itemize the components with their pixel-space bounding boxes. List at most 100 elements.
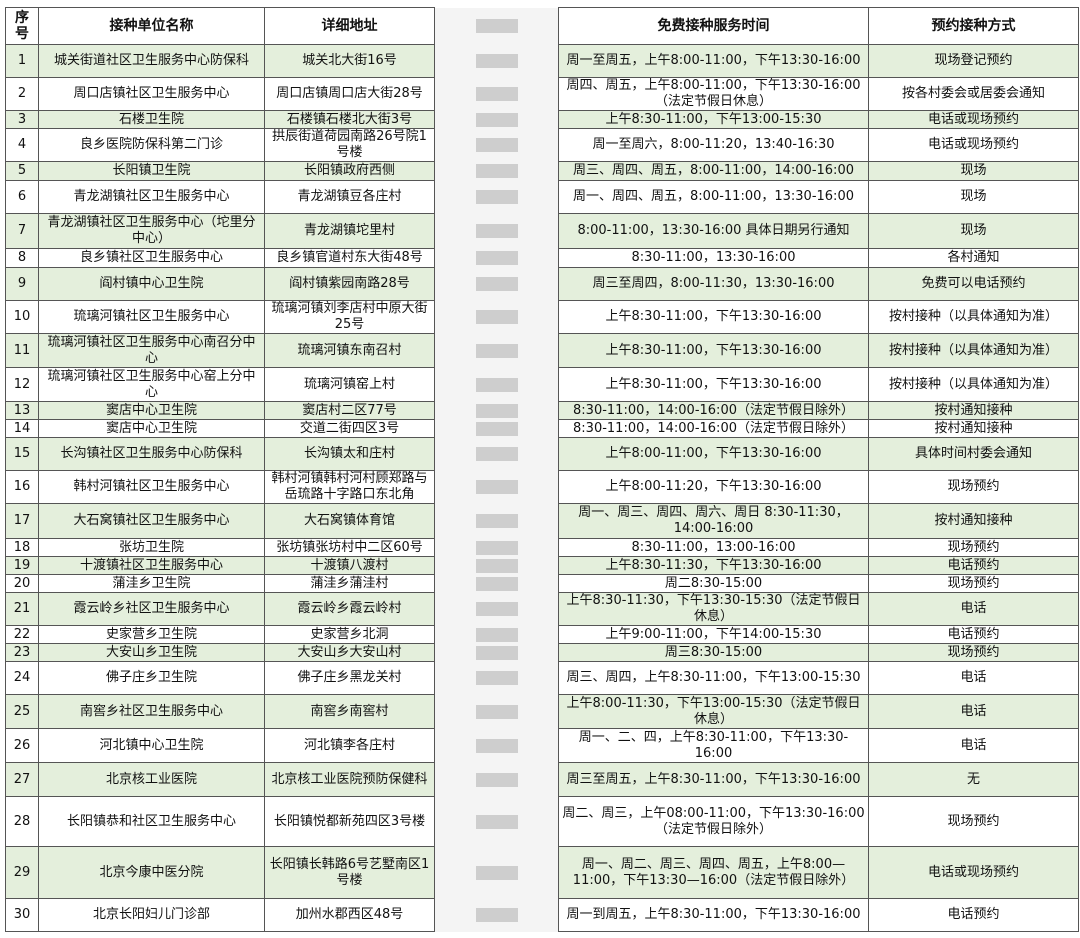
unit-name: 北京核工业医院 — [38, 762, 265, 797]
service-time: 周一至周五，上午8:00-11:00，下午13:30-16:00 — [558, 44, 869, 78]
table-row: 5 长阳镇卫生院 长阳镇政府西侧 周三、周四、周五，8:00-11:00，14:00-… — [5, 161, 1079, 181]
service-time: 周三8:30-15:00 — [558, 643, 869, 662]
phone-blurred — [434, 846, 559, 899]
unit-name: 青龙湖镇社区卫生服务中心（坨里分中心） — [38, 213, 265, 249]
phone-blurred — [434, 556, 559, 575]
table-row: 13 窦店中心卫生院 窦店村二区77号 8:30-11:00，14:00-16:00（… — [5, 401, 1079, 420]
unit-name: 韩村河镇社区卫生服务中心 — [38, 470, 265, 504]
unit-name: 大石窝镇社区卫生服务中心 — [38, 503, 265, 539]
address: 拱辰街道荷园南路26号院1号楼 — [264, 128, 435, 162]
service-time: 周三至周五，上午8:30-11:00，下午13:30-16:00 — [558, 762, 869, 797]
row-index: 16 — [5, 470, 39, 504]
table-row: 21 霞云岭乡社区卫生服务中心 霞云岭乡霞云岭村 上午8:30-11:30，下午13:… — [5, 592, 1079, 626]
phone-blurred — [434, 574, 559, 593]
booking-method: 现场预约 — [868, 643, 1079, 662]
phone-blurred — [434, 592, 559, 626]
row-index: 2 — [5, 77, 39, 111]
service-time: 周一到周五，上午8:30-11:00，下午13:30-16:00 — [558, 898, 869, 932]
unit-name: 长阳镇卫生院 — [38, 161, 265, 181]
address: 霞云岭乡霞云岭村 — [264, 592, 435, 626]
phone-blurred — [434, 401, 559, 420]
booking-method: 按村通知接种 — [868, 401, 1079, 420]
unit-name: 十渡镇社区卫生服务中心 — [38, 556, 265, 575]
table-row: 26 河北镇中心卫生院 河北镇李各庄村 周一、二、四，上午8:30-11:00，下午1… — [5, 728, 1079, 763]
booking-method: 现场预约 — [868, 574, 1079, 593]
row-index: 26 — [5, 728, 39, 763]
row-index: 11 — [5, 333, 39, 368]
address: 长沟镇太和庄村 — [264, 437, 435, 471]
address: 青龙湖镇豆各庄村 — [264, 180, 435, 214]
phone-blurred — [434, 333, 559, 368]
phone-blurred — [434, 661, 559, 695]
header-unit-name: 接种单位名称 — [38, 7, 265, 45]
service-time: 上午8:30-11:00，下午13:30-16:00 — [558, 300, 869, 334]
unit-name: 大安山乡卫生院 — [38, 643, 265, 662]
unit-name: 北京今康中医分院 — [38, 846, 265, 899]
phone-blurred — [434, 161, 559, 181]
table-row: 19 十渡镇社区卫生服务中心 十渡镇八渡村 上午8:30-11:30，下午13:30-… — [5, 556, 1079, 575]
table-row: 28 长阳镇恭和社区卫生服务中心 长阳镇悦都新苑四区3号楼 周二、周三，上午08:00… — [5, 796, 1079, 847]
booking-method: 按各村委会或居委会通知 — [868, 77, 1079, 111]
table-row: 3 石楼卫生院 石楼镇石楼北大街3号 上午8:30-11:00，下午13:00-15:… — [5, 110, 1079, 129]
address: 大石窝镇体育馆 — [264, 503, 435, 539]
unit-name: 窦店中心卫生院 — [38, 419, 265, 438]
address: 大安山乡大安山村 — [264, 643, 435, 662]
address: 良乡镇官道村东大街48号 — [264, 248, 435, 268]
address: 南窖乡南窖村 — [264, 694, 435, 729]
service-time: 周二、周三，上午08:00-11:00，下午13:30-16:00（法定节假日除… — [558, 796, 869, 847]
table-row: 15 长沟镇社区卫生服务中心防保科 长沟镇太和庄村 上午8:00-11:00，下午13… — [5, 437, 1079, 471]
unit-name: 良乡医院防保科第二门诊 — [38, 128, 265, 162]
booking-method: 现场预约 — [868, 538, 1079, 557]
address: 石楼镇石楼北大街3号 — [264, 110, 435, 129]
unit-name: 南窖乡社区卫生服务中心 — [38, 694, 265, 729]
address: 韩村河镇韩村河村顾郑路与岳琉路十字路口东北角 — [264, 470, 435, 504]
unit-name: 窦店中心卫生院 — [38, 401, 265, 420]
header-address: 详细地址 — [264, 7, 435, 45]
address: 蒲洼乡蒲洼村 — [264, 574, 435, 593]
table-row: 18 张坊卫生院 张坊镇张坊村中二区60号 8:30-11:00，13:00-16:0… — [5, 538, 1079, 557]
table-row: 8 良乡镇社区卫生服务中心 良乡镇官道村东大街48号 8:30-11:00，13:30… — [5, 248, 1079, 268]
table-row: 1 城关街道社区卫生服务中心防保科 城关北大街16号 周一至周五，上午8:00-11:… — [5, 44, 1079, 78]
booking-method: 现场登记预约 — [868, 44, 1079, 78]
address: 青龙湖镇坨里村 — [264, 213, 435, 249]
table-row: 17 大石窝镇社区卫生服务中心 大石窝镇体育馆 周一、周三、周四、周六、周日 8:30… — [5, 503, 1079, 539]
booking-method: 无 — [868, 762, 1079, 797]
unit-name: 霞云岭乡社区卫生服务中心 — [38, 592, 265, 626]
unit-name: 长沟镇社区卫生服务中心防保科 — [38, 437, 265, 471]
service-time: 上午8:00-11:30，下午13:00-15:30（法定节假日休息） — [558, 694, 869, 729]
table-row: 6 青龙湖镇社区卫生服务中心 青龙湖镇豆各庄村 周一、周四、周五，8:00-11:00… — [5, 180, 1079, 214]
table-row: 9 阎村镇中心卫生院 阎村镇紫园南路28号 周三至周四，8:00-11:30，13:3… — [5, 267, 1079, 301]
phone-blurred — [434, 77, 559, 111]
unit-name: 石楼卫生院 — [38, 110, 265, 129]
phone-blurred — [434, 128, 559, 162]
booking-method: 按村接种（以具体通知为准） — [868, 333, 1079, 368]
unit-name: 琉璃河镇社区卫生服务中心 — [38, 300, 265, 334]
booking-method: 按村通知接种 — [868, 503, 1079, 539]
address: 交道二街四区3号 — [264, 419, 435, 438]
service-time: 8:30-11:00，14:00-16:00（法定节假日除外） — [558, 419, 869, 438]
table-row: 14 窦店中心卫生院 交道二街四区3号 8:30-11:00，14:00-16:00（… — [5, 419, 1079, 438]
row-index: 20 — [5, 574, 39, 593]
row-index: 22 — [5, 625, 39, 644]
table-row: 10 琉璃河镇社区卫生服务中心 琉璃河镇刘李店村中原大街25号 上午8:30-11:0… — [5, 300, 1079, 334]
service-time: 周四、周五，上午8:00-11:00，下午13:30-16:00（法定节假日休息… — [558, 77, 869, 111]
unit-name: 蒲洼乡卫生院 — [38, 574, 265, 593]
table-row: 11 琉璃河镇社区卫生服务中心南召分中心 琉璃河镇东南召村 上午8:30-11:00，… — [5, 333, 1079, 368]
service-time: 周一、二、四，上午8:30-11:00，下午13:30-16:00 — [558, 728, 869, 763]
address: 琉璃河镇东南召村 — [264, 333, 435, 368]
row-index: 8 — [5, 248, 39, 268]
row-index: 12 — [5, 367, 39, 402]
phone-blurred — [434, 248, 559, 268]
service-time: 8:00-11:00，13:30-16:00 具体日期另行通知 — [558, 213, 869, 249]
service-time: 周三、周四，上午8:30-11:00，下午13:00-15:30 — [558, 661, 869, 695]
service-time: 上午8:00-11:20，下午13:30-16:00 — [558, 470, 869, 504]
address: 城关北大街16号 — [264, 44, 435, 78]
service-time: 8:30-11:00，13:00-16:00 — [558, 538, 869, 557]
row-index: 1 — [5, 44, 39, 78]
phone-blurred — [434, 470, 559, 504]
address: 长阳镇政府西侧 — [264, 161, 435, 181]
booking-method: 电话或现场预约 — [868, 110, 1079, 129]
table-row: 29 北京今康中医分院 长阳镇长韩路6号艺墅南区1号楼 周一、周二、周三、周四、周五，… — [5, 846, 1079, 899]
row-index: 24 — [5, 661, 39, 695]
phone-blurred — [434, 898, 559, 932]
